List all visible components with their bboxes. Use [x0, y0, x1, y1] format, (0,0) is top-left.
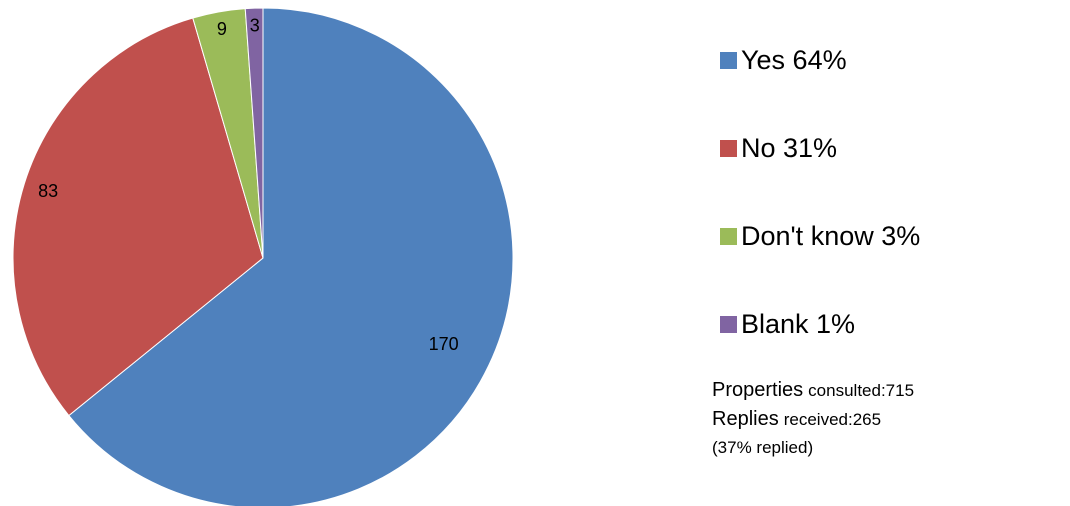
stats-properties-consulted: Properties consulted:715 [712, 376, 1062, 405]
stats-properties-word: Properties [712, 379, 804, 401]
legend-label-dont-know: Don't know 3% [741, 220, 921, 251]
pie-value-label-yes: 170 [429, 334, 459, 354]
legend-item-dont-know: Don't know 3% [720, 216, 920, 256]
pie-value-labels: 170 83 9 3 [38, 16, 458, 354]
legend-swatch-yes [720, 51, 737, 69]
stats-replied-note: (37% replied) [712, 438, 814, 457]
pie-value-label-no: 83 [38, 181, 58, 201]
stats-consulted-value: consulted:715 [808, 381, 915, 400]
legend-item-blank: Blank 1% [720, 304, 855, 344]
stats-replies-received: Replies received:265 [712, 405, 1062, 434]
pie-chart: 170 83 9 3 [12, 7, 514, 506]
pie-slice-yes [68, 7, 514, 506]
survey-stats: Properties consulted:715 Replies receive… [712, 376, 1062, 462]
pie-slices [12, 7, 514, 506]
pie-slice-no [12, 17, 264, 417]
legend-swatch-blank [720, 315, 737, 333]
legend-item-no: No 31% [720, 128, 837, 168]
legend-label-yes: Yes 64% [741, 44, 847, 75]
legend-item-yes: Yes 64% [720, 40, 847, 80]
pie-value-label-blank: 3 [250, 16, 260, 36]
stats-replies-word: Replies [712, 408, 779, 430]
legend-swatch-no [720, 139, 737, 157]
pie-slice-blank [244, 7, 264, 259]
legend-label-blank: Blank 1% [741, 308, 856, 339]
legend-swatch-dont-know [720, 227, 737, 245]
pie-value-label-don-t-know: 9 [217, 19, 227, 39]
stats-received-value: received:265 [783, 410, 882, 429]
legend-label-no: No 31% [741, 132, 838, 163]
